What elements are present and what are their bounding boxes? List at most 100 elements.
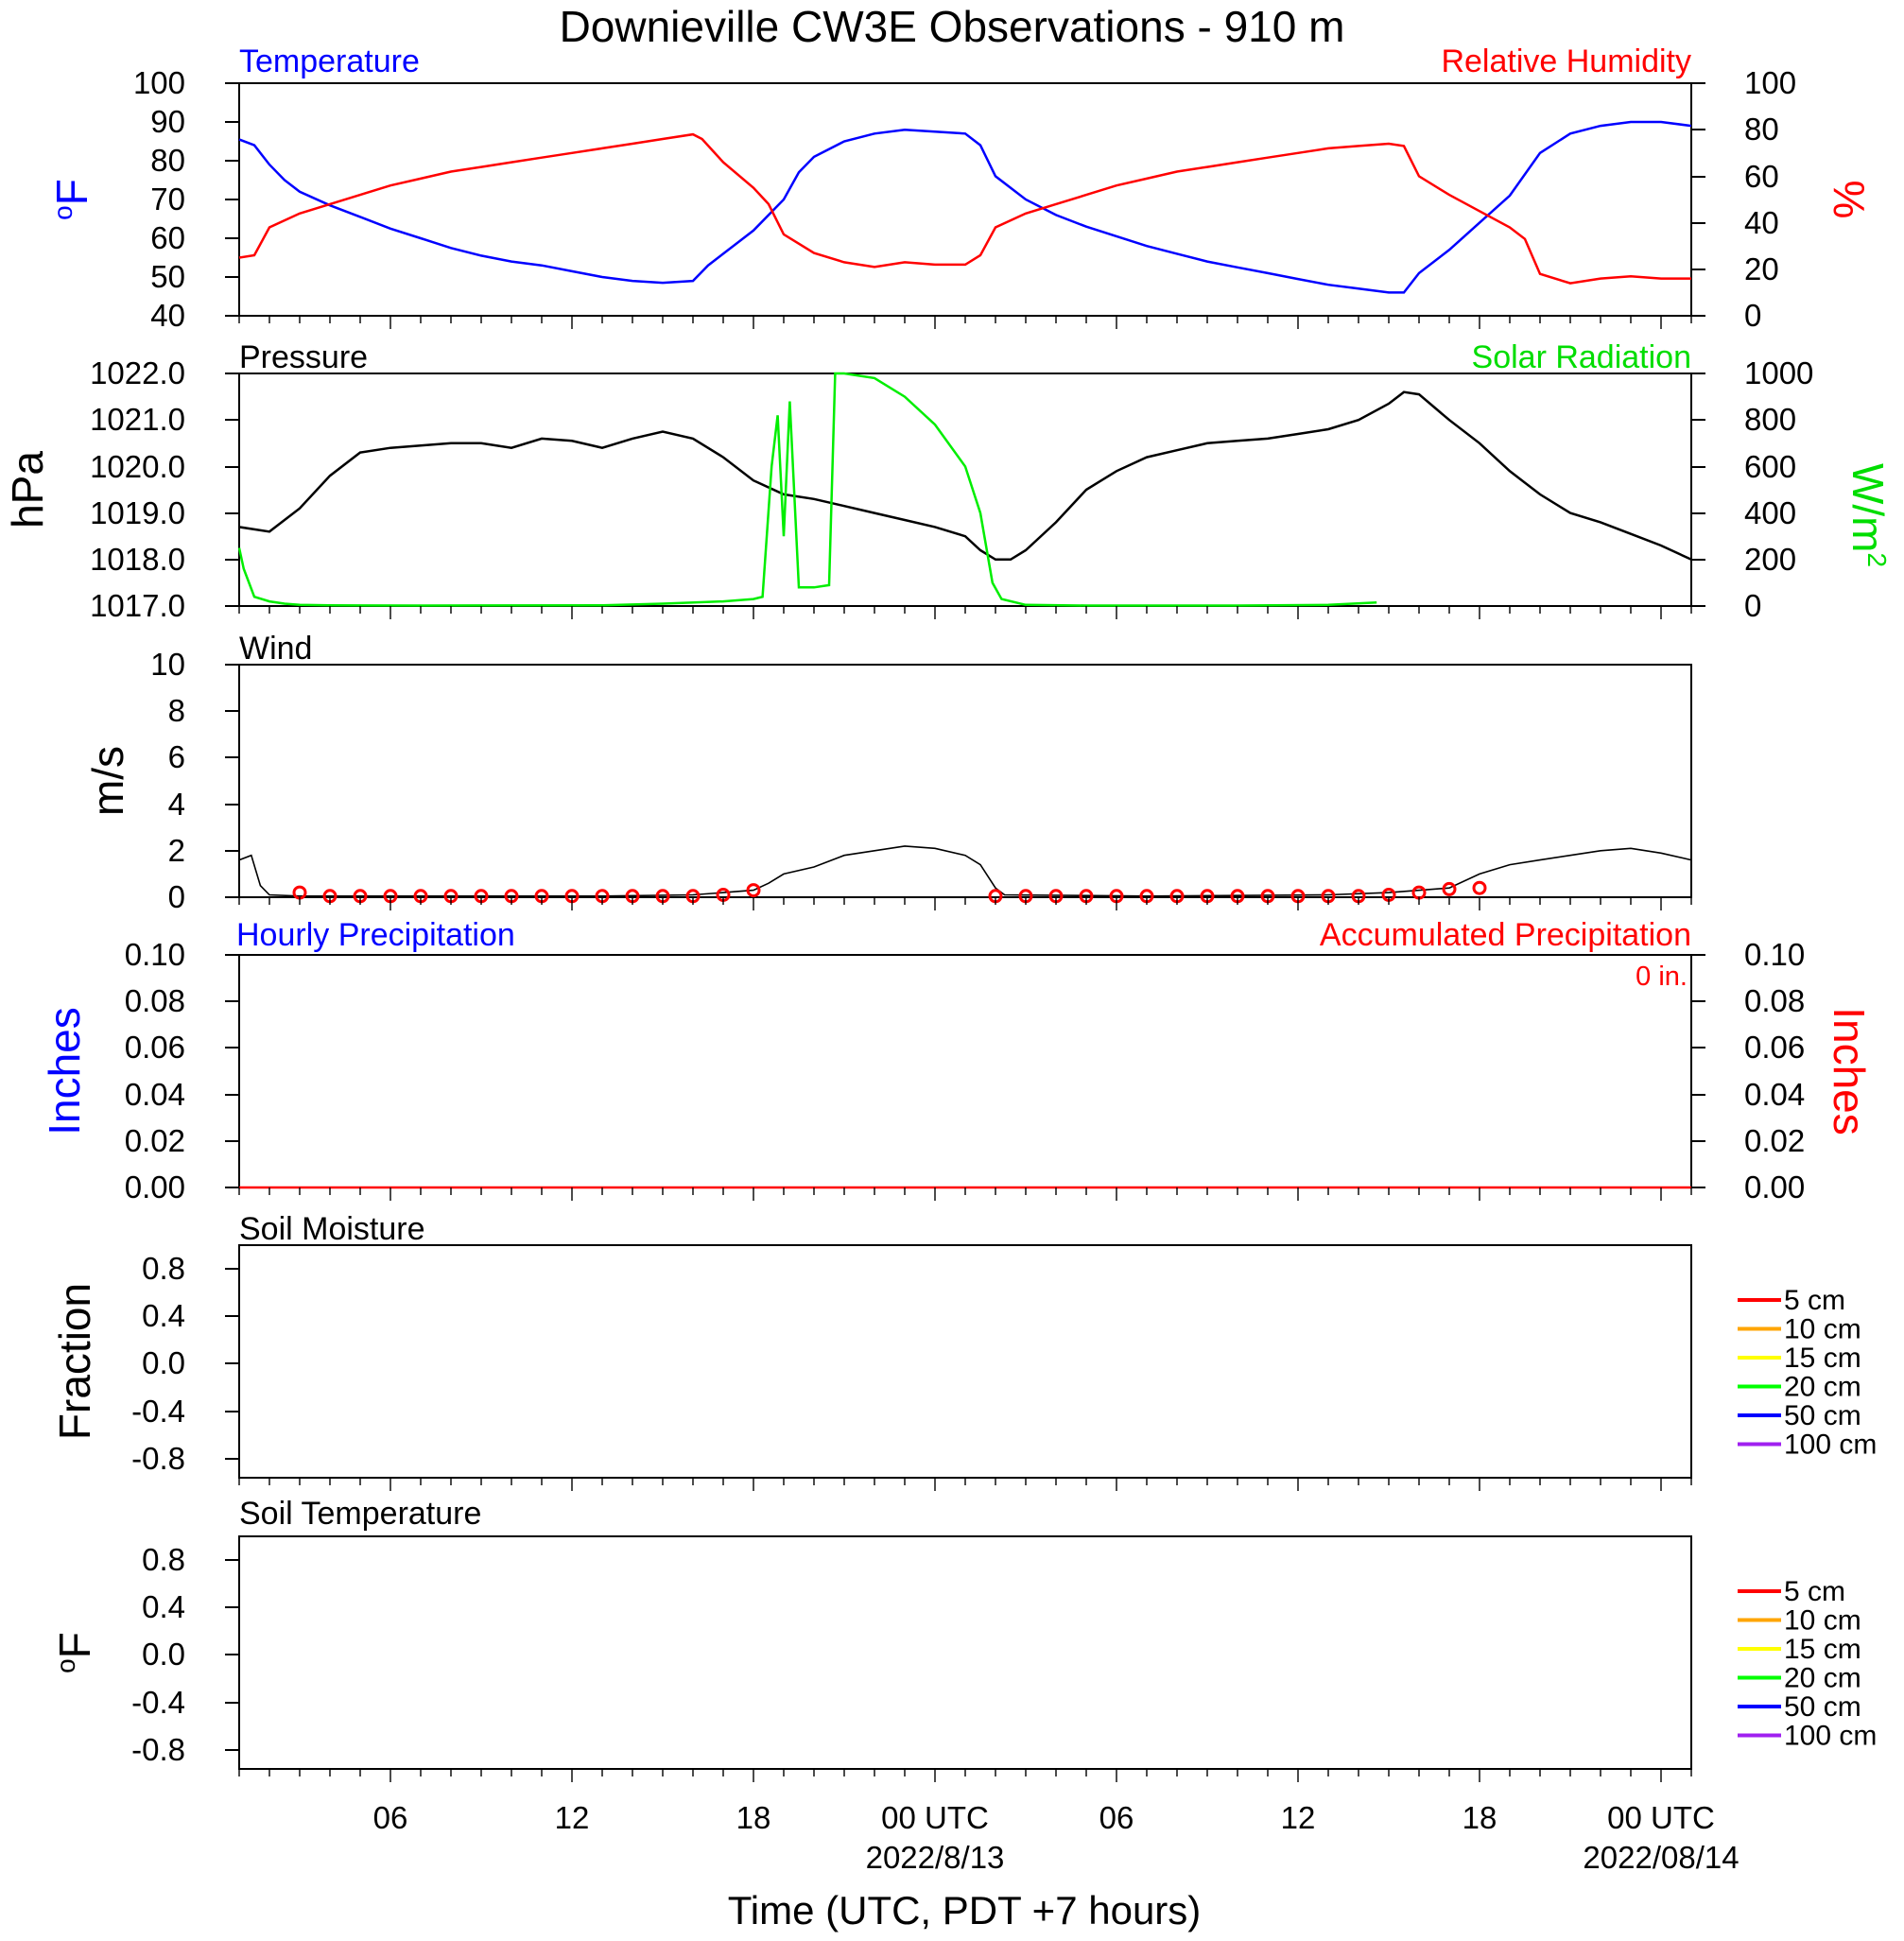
wind-marker	[1442, 881, 1457, 896]
legend-label: 10 cm	[1784, 1605, 1861, 1637]
temp-rh-panel: Temperature Relative Humidity oF % 40 50…	[47, 43, 1874, 333]
soil-moisture-tick-label: -0.8	[131, 1441, 185, 1476]
soil-temperature-tick-label: 0.8	[142, 1542, 185, 1577]
legend-label: 15 cm	[1784, 1343, 1861, 1374]
precip-tick-label: 0.04	[125, 1077, 185, 1112]
soil-temperature-ticks: -0.8 -0.4 0.0 0.4 0.8	[131, 1542, 185, 1767]
accum-tick-label: 0.00	[1744, 1170, 1805, 1204]
solar-title: Solar Radiation	[1472, 339, 1691, 375]
temp-tick-label: 50	[150, 259, 185, 294]
x-axis-title: Time (UTC, PDT +7 hours)	[728, 1888, 1202, 1932]
precip-tick-marks	[225, 954, 1705, 1188]
wind-frame	[238, 664, 1692, 898]
rh-tick-label: 60	[1744, 159, 1779, 194]
temperature-series	[238, 120, 1692, 294]
wind-panel: Wind m/s 0 2 4 6 8 10	[83, 631, 1692, 914]
solar-tick-label: 400	[1744, 495, 1796, 530]
soil-moisture-ticks: -0.8 -0.4 0.0 0.4 0.8	[131, 1251, 185, 1476]
x-tick-label: 06	[1099, 1800, 1134, 1835]
x-tick-label: 00 UTC	[1607, 1800, 1715, 1835]
soil-moisture-title: Soil Moisture	[239, 1211, 425, 1247]
x-date-label: 2022/8/13	[866, 1840, 1005, 1875]
wind-title: Wind	[239, 631, 312, 667]
x-tick-label: 12	[1281, 1800, 1316, 1835]
x-date-label: 2022/08/14	[1583, 1840, 1739, 1875]
soil-temperature-frame	[238, 1535, 1692, 1770]
temp-rh-tick-marks	[225, 82, 1705, 317]
figure-title: Downieville CW3E Observations - 910 m	[560, 2, 1345, 51]
precip-ticks: 0.00 0.02 0.04 0.06 0.08 0.10 0.00 0.02 …	[125, 937, 1805, 1204]
solar-tick-label: 800	[1744, 402, 1796, 437]
wind-tick-marks	[225, 664, 239, 898]
temp-tick-label: 60	[150, 220, 185, 255]
precip-tick-label: 0.02	[125, 1123, 185, 1158]
accum-tick-label: 0.04	[1744, 1077, 1805, 1112]
pressure-tick-label: 1022.0	[90, 355, 185, 390]
temperature-unit: oF	[47, 179, 96, 220]
pressure-solar-ticks: 1017.0 1018.0 1019.0 1020.0 1021.0 1022.…	[90, 355, 1813, 623]
wind-unit: m/s	[83, 746, 132, 816]
legend-label: 20 cm	[1784, 1372, 1861, 1403]
x-tick-label: 12	[555, 1800, 590, 1835]
x-tick-marks	[238, 316, 1692, 1782]
legend-label: 50 cm	[1784, 1691, 1861, 1723]
soil-moisture-unit: Fraction	[50, 1283, 99, 1440]
temp-rh-frame	[238, 82, 1692, 317]
soil-temperature-unit: oF	[50, 1632, 99, 1673]
soil-temperature-tick-marks	[225, 1559, 239, 1751]
x-tick-label: 00 UTC	[881, 1800, 989, 1835]
soil-moisture-tick-label: 0.4	[142, 1298, 185, 1333]
soil-moisture-frame	[238, 1244, 1692, 1479]
x-tick-label: 18	[1463, 1800, 1497, 1835]
soil-moisture-tick-marks	[225, 1268, 239, 1460]
solar-tick-label: 0	[1744, 588, 1761, 623]
legend-label: 100 cm	[1784, 1721, 1877, 1752]
pressure-solar-tick-marks	[225, 373, 1705, 607]
pressure-tick-label: 1018.0	[90, 542, 185, 577]
precip-frame	[238, 954, 1692, 1188]
legend-label: 5 cm	[1784, 1285, 1845, 1316]
solar-unit: W/m2	[1843, 463, 1893, 567]
legend-label: 20 cm	[1784, 1663, 1861, 1694]
accum-tick-label: 0.10	[1744, 937, 1805, 972]
x-axis-labels: 06 12 18 00 UTC 06 12 18 00 UTC 2022/8/1…	[373, 1800, 1740, 1875]
humidity-series	[238, 132, 1691, 285]
solar-tick-label: 200	[1744, 542, 1796, 577]
pressure-unit: hPa	[3, 451, 52, 529]
pressure-title: Pressure	[239, 339, 368, 375]
pressure-tick-label: 1020.0	[90, 449, 185, 484]
solar-tick-label: 1000	[1744, 355, 1813, 390]
wind-markers	[292, 880, 1487, 904]
rh-tick-label: 100	[1744, 65, 1796, 100]
legend-label: 50 cm	[1784, 1400, 1861, 1431]
precip-panel: Hourly Precipitation Accumulated Precipi…	[40, 917, 1874, 1204]
precip-tick-label: 0.06	[125, 1030, 185, 1065]
soil-moisture-panel: Soil Moisture Fraction -0.8 -0.4 0.0 0.4…	[50, 1211, 1877, 1479]
wind-marker	[746, 883, 761, 898]
wind-tick-label: 2	[168, 833, 185, 868]
x-tick-label: 18	[736, 1800, 771, 1835]
wind-ticks: 0 2 4 6 8 10	[150, 647, 185, 914]
legend-label: 100 cm	[1784, 1430, 1877, 1461]
rh-tick-label: 0	[1744, 298, 1761, 333]
soil-temperature-tick-label: -0.4	[131, 1685, 185, 1720]
precip-tick-label: 0.08	[125, 983, 185, 1018]
temp-tick-label: 70	[150, 182, 185, 217]
precip-tick-label: 0.10	[125, 937, 185, 972]
precip-tick-label: 0.00	[125, 1170, 185, 1204]
temp-rh-ticks: 40 50 60 70 80 90 100 0 20 40 60 80 100	[133, 65, 1796, 333]
accum-tick-label: 0.06	[1744, 1030, 1805, 1065]
temperature-title: Temperature	[239, 43, 420, 79]
legend-label: 10 cm	[1784, 1314, 1861, 1345]
soil-temperature-title: Soil Temperature	[239, 1496, 481, 1532]
accum-tick-label: 0.02	[1744, 1123, 1805, 1158]
hourly-precip-unit: Inches	[40, 1007, 89, 1135]
legend-label: 15 cm	[1784, 1634, 1861, 1665]
x-tick-path	[238, 316, 1692, 1782]
wind-tick-label: 10	[150, 647, 185, 682]
temp-tick-label: 80	[150, 143, 185, 178]
legend-label: 5 cm	[1784, 1576, 1845, 1607]
soil-moisture-tick-label: -0.4	[131, 1394, 185, 1429]
